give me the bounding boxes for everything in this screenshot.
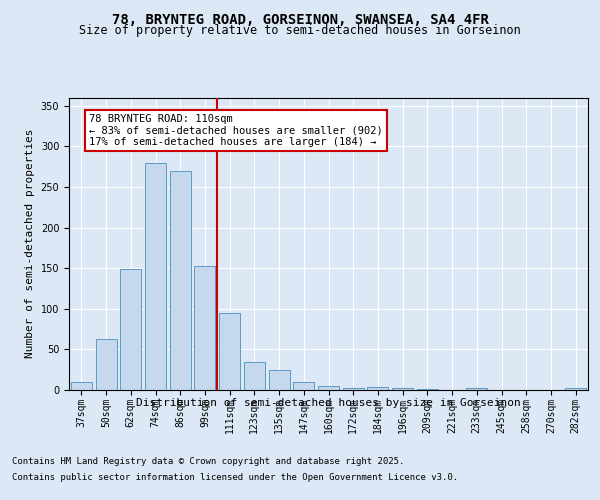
Bar [170,170,191,390]
Bar [244,362,265,390]
Bar [293,382,314,390]
Text: Size of property relative to semi-detached houses in Gorseinon: Size of property relative to semi-detach… [79,24,521,37]
Y-axis label: Number of semi-detached properties: Number of semi-detached properties [25,129,35,358]
Bar [565,388,586,390]
Text: Contains public sector information licensed under the Open Government Licence v3: Contains public sector information licen… [12,472,458,482]
Bar [367,387,388,390]
Bar [120,269,141,390]
Bar [417,389,438,390]
Text: Contains HM Land Registry data © Crown copyright and database right 2025.: Contains HM Land Registry data © Crown c… [12,458,404,466]
Bar [95,339,116,390]
Bar [392,388,413,390]
Bar [269,370,290,390]
Bar [71,382,92,390]
Bar [219,313,240,390]
Text: 78 BRYNTEG ROAD: 110sqm
← 83% of semi-detached houses are smaller (902)
17% of s: 78 BRYNTEG ROAD: 110sqm ← 83% of semi-de… [89,114,383,147]
Bar [466,388,487,390]
Bar [343,388,364,390]
Bar [194,266,215,390]
Bar [145,162,166,390]
Bar [318,386,339,390]
Text: 78, BRYNTEG ROAD, GORSEINON, SWANSEA, SA4 4FR: 78, BRYNTEG ROAD, GORSEINON, SWANSEA, SA… [112,12,488,26]
Text: Distribution of semi-detached houses by size in Gorseinon: Distribution of semi-detached houses by … [136,398,521,407]
